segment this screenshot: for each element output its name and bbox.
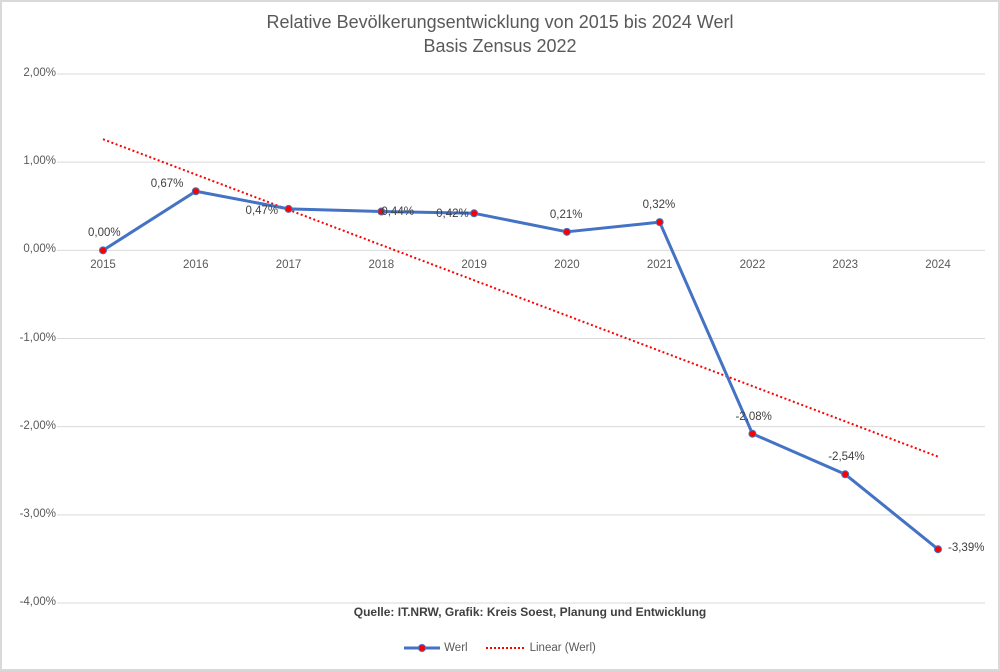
- data-label: 0,21%: [549, 208, 583, 221]
- x-tick-label: 2023: [832, 259, 859, 272]
- legend-item-linear[interactable]: Linear (Werl): [485, 642, 596, 654]
- x-tick-label: 2024: [925, 259, 951, 272]
- data-point[interactable]: [562, 227, 571, 236]
- legend-item-werl[interactable]: Werl: [404, 642, 468, 654]
- x-tick-label: 2015: [90, 259, 116, 272]
- y-tick-label: -2,00%: [19, 419, 56, 432]
- x-tick-label: 2018: [368, 259, 395, 272]
- data-label: -3,39%: [948, 542, 985, 555]
- data-point[interactable]: [99, 246, 107, 255]
- y-tick-label: -3,00%: [19, 507, 56, 520]
- data-point[interactable]: [377, 207, 386, 216]
- legend-label-linear: Linear (Werl): [529, 642, 596, 654]
- chart-title: Relative Bevölkerungsentwicklung von 201…: [0, 10, 1000, 58]
- data-point[interactable]: [284, 204, 293, 213]
- y-tick-label: 0,00%: [23, 243, 56, 256]
- data-label: 0,67%: [150, 178, 184, 191]
- data-label: 0,47%: [245, 204, 279, 217]
- x-tick-label: 2017: [275, 259, 302, 272]
- data-point[interactable]: [841, 470, 850, 479]
- line-marker-icon: [404, 644, 441, 652]
- data-point[interactable]: [191, 187, 200, 196]
- data-point[interactable]: [748, 429, 757, 438]
- data-label: 0,42%: [436, 208, 469, 221]
- data-label: 0,00%: [88, 227, 121, 240]
- x-tick-label: 2019: [461, 259, 487, 272]
- x-tick-label: 2022: [739, 259, 766, 272]
- data-label: -2,08%: [735, 410, 772, 423]
- data-label: -2,54%: [828, 451, 865, 464]
- chart-title-line-1: Relative Bevölkerungsentwicklung von 201…: [266, 12, 734, 32]
- y-tick-label: 1,00%: [23, 155, 56, 168]
- series-line-werl: [102, 189, 939, 551]
- source-annotation: Quelle: IT.NRW, Grafik: Kreis Soest, Pla…: [353, 605, 707, 619]
- chart-subtitle: Basis Zensus 2022: [423, 36, 577, 56]
- y-tick-label: -4,00%: [19, 596, 56, 608]
- x-tick-label: 2021: [646, 259, 673, 272]
- y-tick-label: -1,00%: [19, 331, 56, 344]
- x-tick-label: 2016: [182, 259, 209, 272]
- data-label: 0,32%: [642, 199, 676, 212]
- data-point[interactable]: [934, 545, 942, 554]
- data-point[interactable]: [655, 218, 664, 227]
- x-tick-label: 2020: [554, 259, 580, 272]
- data-point[interactable]: [470, 209, 479, 218]
- legend-label-werl: Werl: [444, 642, 468, 654]
- y-tick-label: 2,00%: [23, 67, 56, 79]
- data-label: 0,44%: [381, 205, 414, 218]
- legend: Werl Linear (Werl): [0, 642, 1000, 654]
- trendline: [102, 138, 939, 458]
- dotted-line-icon: [485, 647, 526, 649]
